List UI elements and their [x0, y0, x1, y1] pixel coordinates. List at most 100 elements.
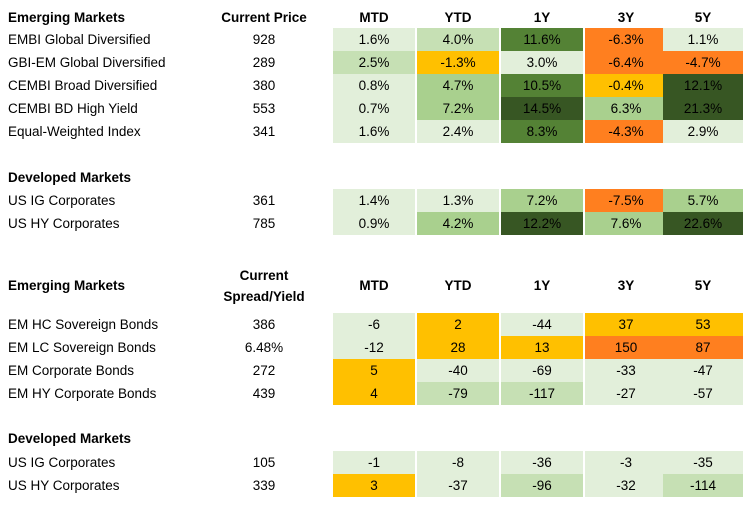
value-cell: 1.6%: [333, 120, 415, 143]
value-cell: -35: [663, 451, 743, 474]
row-price: 439: [252, 386, 276, 401]
value-cell: -3: [585, 451, 667, 474]
value-cell: 6.3%: [585, 97, 667, 120]
col-header-ytd: YTD: [444, 278, 472, 293]
table-row: EM HY Corporate Bonds 439 4 -79 -117 -27 -57: [0, 382, 751, 405]
table-row: EM Corporate Bonds 272 5 -40 -69 -33 -47: [0, 359, 751, 382]
value-cell: -32: [585, 474, 667, 497]
col-header-5y: 5Y: [694, 10, 712, 25]
value-cell: 53: [663, 313, 743, 336]
value-cell: -0.4%: [585, 74, 667, 97]
table-row: GBI-EM Global Diversified 289 2.5% -1.3% 3.0…: [0, 51, 751, 74]
value-cell: 2.5%: [333, 51, 415, 74]
value-cell: -36: [501, 451, 583, 474]
table-row: US HY Corporates 339 3 -37 -96 -32 -114: [0, 474, 751, 497]
value-cell: -37: [417, 474, 499, 497]
row-name: EM Corporate Bonds: [8, 363, 135, 378]
value-cell: 87: [663, 336, 743, 359]
bottom-price-header-line1: Current: [239, 268, 289, 283]
col-header-mtd: MTD: [359, 278, 389, 293]
row-name: GBI-EM Global Diversified: [8, 55, 166, 70]
row-name: EMBI Global Diversified: [8, 32, 151, 47]
table-row: CEMBI Broad Diversified 380 0.8% 4.7% 10.5% -…: [0, 74, 751, 97]
value-cell: -7.5%: [585, 189, 667, 212]
value-cell: 4.7%: [417, 74, 499, 97]
value-cell: 7.6%: [585, 212, 667, 235]
table-row: EM LC Sovereign Bonds 6.48% -12 28 13 150 87: [0, 336, 751, 359]
value-cell: 21.3%: [663, 97, 743, 120]
table-row: EMBI Global Diversified 928 1.6% 4.0% 11.6% -…: [0, 28, 751, 51]
row-price: 928: [252, 32, 276, 47]
value-cell: 2.4%: [417, 120, 499, 143]
col-header-1y: 1Y: [533, 278, 551, 293]
row-price: 380: [252, 78, 276, 93]
value-cell: 12.2%: [501, 212, 583, 235]
row-name: US HY Corporates: [8, 216, 120, 231]
value-cell: 1.4%: [333, 189, 415, 212]
value-cell: -4.7%: [663, 51, 743, 74]
bottom-header-row: Emerging Markets Current Spread/Yield MT…: [0, 264, 751, 310]
value-cell: -57: [663, 382, 743, 405]
col-header-3y: 3Y: [617, 278, 635, 293]
row-price: 361: [252, 193, 276, 208]
value-cell: 4.0%: [417, 28, 499, 51]
value-cell: 0.9%: [333, 212, 415, 235]
value-cell: 7.2%: [417, 97, 499, 120]
bottom-section-title: Emerging Markets: [8, 278, 126, 293]
value-cell: -8: [417, 451, 499, 474]
row-price: 386: [252, 317, 276, 332]
row-name: EM HC Sovereign Bonds: [8, 317, 159, 332]
value-cell: -6.4%: [585, 51, 667, 74]
value-cell: 37: [585, 313, 667, 336]
value-cell: 14.5%: [501, 97, 583, 120]
row-price: 339: [252, 478, 276, 493]
table-row: CEMBI BD High Yield 553 0.7% 7.2% 14.5% 6.3% 2…: [0, 97, 751, 120]
row-name: EM LC Sovereign Bonds: [8, 340, 156, 355]
row-name: US IG Corporates: [8, 455, 116, 470]
value-cell: 4.2%: [417, 212, 499, 235]
row-price: 105: [252, 455, 276, 470]
value-cell: -69: [501, 359, 583, 382]
value-cell: 7.2%: [501, 189, 583, 212]
value-cell: -40: [417, 359, 499, 382]
value-cell: -117: [501, 382, 583, 405]
value-cell: 8.3%: [501, 120, 583, 143]
value-cell: -27: [585, 382, 667, 405]
col-header-5y: 5Y: [694, 278, 712, 293]
col-header-1y: 1Y: [533, 10, 551, 25]
value-cell: 4: [333, 382, 415, 405]
value-cell: -79: [417, 382, 499, 405]
value-cell: -114: [663, 474, 743, 497]
value-cell: -33: [585, 359, 667, 382]
top-price-header: Current Price: [221, 10, 307, 25]
value-cell: 11.6%: [501, 28, 583, 51]
row-name: CEMBI BD High Yield: [8, 101, 138, 116]
bottom-price-header-line2: Spread/Yield: [223, 289, 305, 304]
row-name: US HY Corporates: [8, 478, 120, 493]
value-cell: -1: [333, 451, 415, 474]
table-row: Equal-Weighted Index 341 1.6% 2.4% 8.3% -4.3%…: [0, 120, 751, 143]
value-cell: -6.3%: [585, 28, 667, 51]
row-name: CEMBI Broad Diversified: [8, 78, 158, 93]
value-cell: -44: [501, 313, 583, 336]
top-dm-section-title: Developed Markets: [8, 170, 132, 185]
table-row: US IG Corporates 361 1.4% 1.3% 7.2% -7.5% 5.7%: [0, 189, 751, 212]
row-price: 553: [252, 101, 276, 116]
col-header-ytd: YTD: [444, 10, 472, 25]
col-header-3y: 3Y: [617, 10, 635, 25]
row-name: EM HY Corporate Bonds: [8, 386, 157, 401]
value-cell: 12.1%: [663, 74, 743, 97]
value-cell: 1.1%: [663, 28, 743, 51]
row-name: Equal-Weighted Index: [8, 124, 141, 139]
value-cell: -12: [333, 336, 415, 359]
value-cell: -96: [501, 474, 583, 497]
value-cell: 3.0%: [501, 51, 583, 74]
col-header-mtd: MTD: [359, 10, 389, 25]
value-cell: -47: [663, 359, 743, 382]
value-cell: 0.8%: [333, 74, 415, 97]
value-cell: 1.3%: [417, 189, 499, 212]
row-price: 289: [252, 55, 276, 70]
value-cell: 10.5%: [501, 74, 583, 97]
value-cell: -1.3%: [417, 51, 499, 74]
value-cell: -6: [333, 313, 415, 336]
